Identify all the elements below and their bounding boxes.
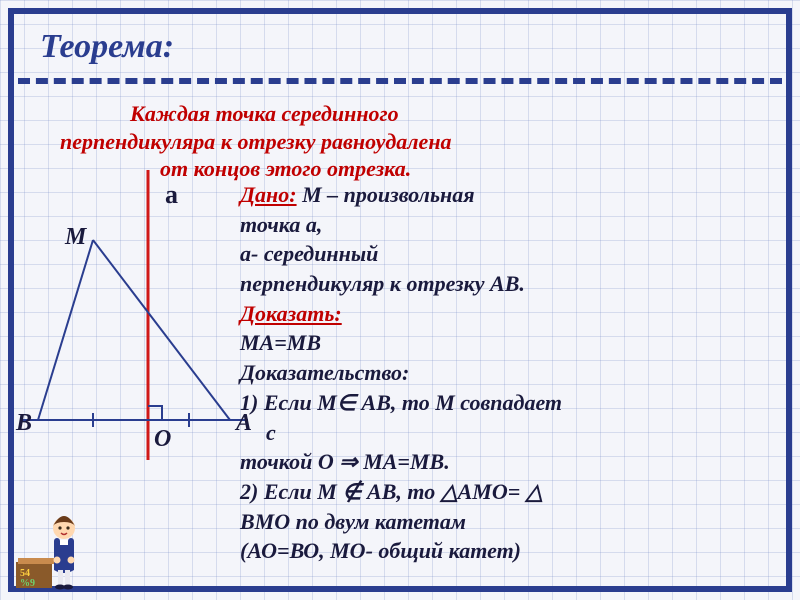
title: Теорема: bbox=[40, 28, 174, 66]
dokazat-label: Доказать: bbox=[240, 299, 780, 329]
proof-p3: перпендикуляр к отрезку АВ. bbox=[240, 269, 780, 299]
p8b: АВ, то bbox=[362, 479, 441, 504]
svg-text:М: М bbox=[64, 224, 88, 250]
proof-body: Дано: М – произвольная точка а, а- серед… bbox=[240, 180, 780, 566]
symbol-notin: ∉ bbox=[342, 479, 361, 504]
symbol-tri1: △ bbox=[441, 479, 458, 504]
proof-p2: а- серединный bbox=[240, 239, 780, 269]
svg-text:В: В bbox=[15, 410, 32, 436]
p6a: 1) Если М bbox=[240, 390, 337, 415]
proof-p5: Доказательство: bbox=[240, 358, 780, 388]
proof-p1: точка а, bbox=[240, 210, 780, 240]
p6b: АВ, то М совпадает bbox=[356, 390, 562, 415]
p9: ВМО по двум катетам bbox=[240, 507, 780, 537]
p8a: 2) Если М bbox=[240, 479, 342, 504]
svg-text:%9: %9 bbox=[20, 578, 35, 589]
symbol-in: ∈ bbox=[337, 390, 356, 415]
theorem-l1: Каждая точка серединного bbox=[60, 100, 760, 128]
p6c: с bbox=[240, 418, 780, 448]
p7a: точкой О bbox=[240, 449, 339, 474]
p8c: АМО= bbox=[458, 479, 526, 504]
student-cartoon-icon: 54 %9 bbox=[14, 500, 84, 590]
dano-label: Дано: bbox=[240, 182, 297, 207]
divider-dash bbox=[18, 78, 782, 84]
p7b: МА=МВ. bbox=[363, 449, 450, 474]
p10: (АО=ВО, МО- общий катет) bbox=[240, 536, 780, 566]
theorem-l2: перпендикуляра к отрезку равноудалена bbox=[60, 128, 760, 156]
proof-p4: МА=МВ bbox=[240, 328, 780, 358]
svg-text:О: О bbox=[154, 426, 171, 452]
slide: Теорема: Каждая точка серединного перпен… bbox=[0, 0, 800, 600]
symbol-tri2: △ bbox=[526, 479, 543, 504]
dano-rest: М – произвольная bbox=[302, 182, 475, 207]
geometry-diagram: МВАО bbox=[8, 170, 268, 460]
symbol-implies: ⇒ bbox=[339, 449, 357, 474]
